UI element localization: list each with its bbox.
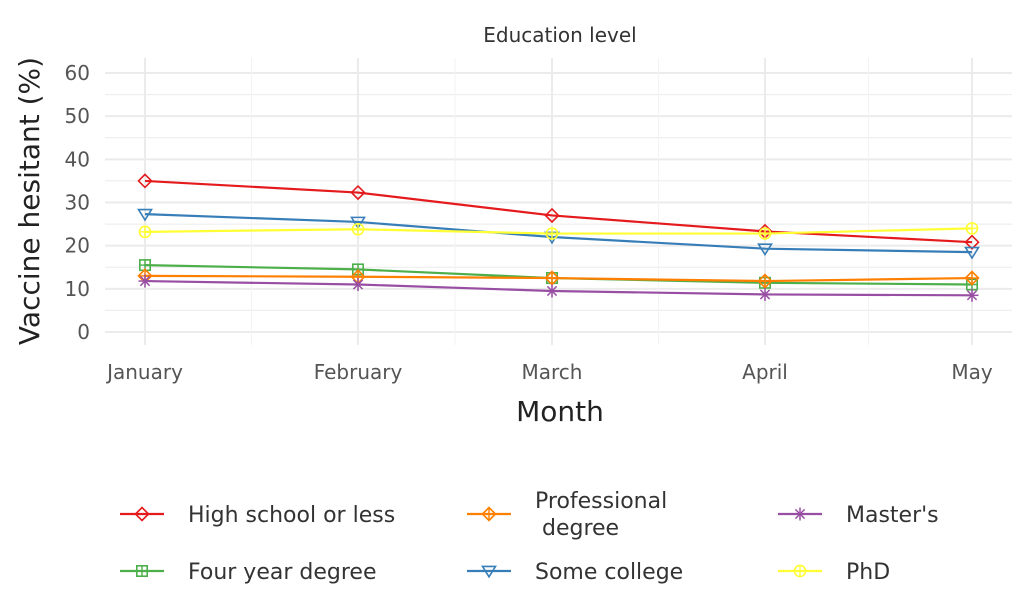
point-master-s-january	[138, 274, 152, 288]
point-some-college-february-shape	[350, 216, 366, 230]
series-professional-degree	[137, 268, 980, 289]
legend-label-four-year-degree: Four year degree	[188, 560, 376, 585]
point-master-s-february	[351, 278, 365, 292]
point-master-s-march-arm	[546, 285, 558, 297]
series-four-year-degree	[139, 259, 978, 291]
y-tick-label: 40	[65, 147, 90, 171]
point-high-school-or-less-march	[544, 207, 560, 224]
series-line-four-year-degree	[144, 263, 973, 286]
x-axis-title: Month	[516, 395, 604, 428]
point-high-school-or-less-february-shape	[350, 184, 366, 201]
point-high-school-or-less-february	[350, 184, 366, 201]
point-high-school-or-less-may	[964, 234, 980, 250]
legend-label-master-s: Master's	[846, 503, 939, 528]
point-some-college-may-shape	[964, 246, 980, 260]
legend-label-phd: PhD	[846, 560, 890, 585]
y-tick-label: 10	[65, 277, 90, 301]
legend-marker-master-s-arm	[794, 508, 806, 520]
point-master-s-february-arm	[352, 279, 364, 290]
x-tick-label-march: March	[522, 360, 583, 384]
point-phd-may	[965, 222, 979, 235]
series-group	[137, 173, 980, 302]
y-tick-label: 0	[77, 320, 90, 344]
point-high-school-or-less-january-shape	[137, 173, 153, 189]
legend: High school or less Four year degree Profe…	[120, 489, 939, 585]
x-tick-label-april: April	[742, 360, 788, 384]
point-some-college-april-shape	[757, 243, 773, 257]
series-line-phd	[144, 227, 973, 235]
legend-marker-high-school-or-less-shape	[134, 506, 150, 522]
x-axis-ticks: January February March April May	[105, 360, 993, 384]
x-tick-label-january: January	[105, 360, 183, 384]
series-master-s	[138, 274, 979, 302]
point-master-s-april-arm	[759, 289, 771, 300]
chart-title: Education level	[483, 23, 637, 47]
point-master-s-april	[758, 287, 772, 301]
point-phd-march	[545, 227, 559, 240]
point-master-s-may-arm	[966, 290, 978, 301]
legend-marker-master-s	[793, 507, 807, 521]
series-phd	[138, 222, 979, 240]
legend-item-four-year-degree: Four year degree	[120, 560, 376, 585]
legend-label-professional-degree: Professional degree	[535, 489, 667, 541]
point-phd-january	[138, 225, 152, 239]
point-some-college-january	[137, 208, 153, 222]
point-master-s-may	[965, 288, 979, 302]
legend-item-phd: PhD	[778, 560, 890, 585]
legend-marker-some-college	[481, 565, 497, 579]
point-master-s-january-arm	[139, 275, 151, 287]
point-some-college-february	[350, 216, 366, 230]
point-high-school-or-less-may-shape	[964, 234, 980, 250]
legend-marker-four-year-degree	[136, 564, 149, 577]
point-phd-february	[351, 222, 365, 236]
legend-label-line: degree	[535, 516, 619, 541]
point-professional-degree-may	[964, 270, 980, 286]
point-some-college-january-shape	[137, 208, 153, 222]
legend-marker-professional-degree	[481, 506, 497, 522]
series-line-high-school-or-less	[144, 179, 973, 244]
y-tick-label: 60	[65, 61, 90, 85]
legend-item-professional-degree: Professional degree	[467, 489, 667, 541]
legend-label-high-school-or-less: High school or less	[188, 503, 395, 528]
grid	[105, 58, 1012, 345]
x-tick-label-may: May	[951, 360, 993, 384]
point-high-school-or-less-march-shape	[544, 207, 560, 224]
legend-label-some-college: Some college	[535, 560, 683, 585]
legend-item-master-s: Master's	[778, 503, 939, 528]
legend-item-some-college: Some college	[467, 560, 683, 585]
legend-marker-some-college-shape	[481, 565, 497, 579]
point-some-college-may	[964, 246, 980, 260]
legend-item-high-school-or-less: High school or less	[120, 503, 395, 528]
point-professional-degree-april	[757, 273, 773, 289]
point-master-s-march	[545, 284, 559, 298]
point-some-college-april	[757, 243, 773, 257]
legend-marker-phd	[793, 564, 807, 578]
legend-marker-high-school-or-less	[134, 506, 150, 522]
y-axis-ticks: 0 10 20 30 40 50 60	[65, 61, 90, 344]
y-tick-label: 30	[65, 191, 90, 215]
y-tick-label: 20	[65, 234, 90, 258]
y-axis-title: Vaccine hesitant (%)	[13, 57, 46, 345]
point-phd-april	[758, 227, 772, 240]
x-tick-label-february: February	[314, 360, 403, 384]
legend-label-line: Professional	[535, 489, 667, 514]
y-tick-label: 50	[65, 104, 90, 128]
point-high-school-or-less-january	[137, 173, 153, 189]
